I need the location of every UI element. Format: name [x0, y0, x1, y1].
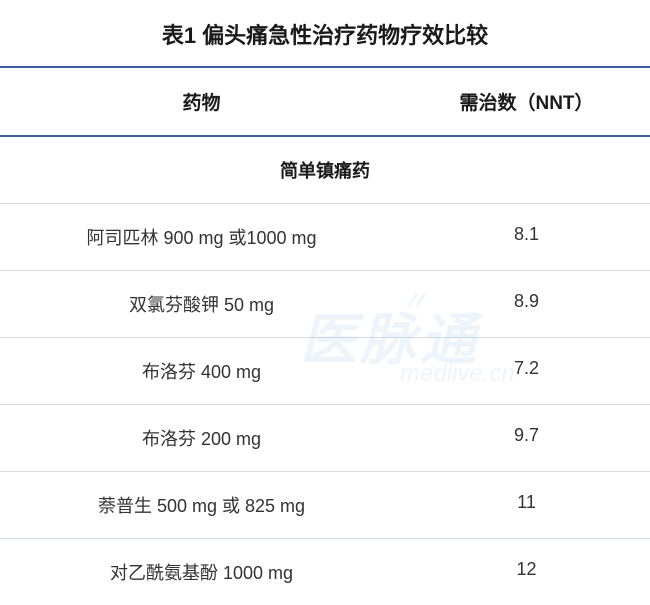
- cell-drug: 萘普生 500 mg 或 825 mg: [0, 472, 403, 538]
- table-row: 布洛芬 200 mg 9.7: [0, 405, 650, 472]
- table-container: 表1 偏头痛急性治疗药物疗效比较 药物 需治数（NNT） 简单镇痛药 阿司匹林 …: [0, 0, 650, 605]
- table-row: 阿司匹林 900 mg 或1000 mg 8.1: [0, 204, 650, 271]
- cell-nnt: 12: [403, 539, 650, 605]
- cell-drug: 双氯芬酸钾 50 mg: [0, 271, 403, 337]
- table-header-row: 药物 需治数（NNT）: [0, 68, 650, 137]
- cell-nnt: 11: [403, 472, 650, 538]
- cell-nnt: 9.7: [403, 405, 650, 471]
- col-header-nnt: 需治数（NNT）: [403, 68, 650, 135]
- cell-drug: 对乙酰氨基酚 1000 mg: [0, 539, 403, 605]
- cell-nnt: 8.9: [403, 271, 650, 337]
- cell-drug: 布洛芬 400 mg: [0, 338, 403, 404]
- cell-drug: 阿司匹林 900 mg 或1000 mg: [0, 204, 403, 270]
- section-header: 简单镇痛药: [0, 137, 650, 204]
- table-row: 双氯芬酸钾 50 mg 8.9: [0, 271, 650, 338]
- col-header-drug: 药物: [0, 68, 403, 135]
- cell-nnt: 8.1: [403, 204, 650, 270]
- table-row: 布洛芬 400 mg 7.2: [0, 338, 650, 405]
- table-title: 表1 偏头痛急性治疗药物疗效比较: [0, 0, 650, 68]
- cell-drug: 布洛芬 200 mg: [0, 405, 403, 471]
- table-row: 萘普生 500 mg 或 825 mg 11: [0, 472, 650, 539]
- cell-nnt: 7.2: [403, 338, 650, 404]
- table-row: 对乙酰氨基酚 1000 mg 12: [0, 539, 650, 605]
